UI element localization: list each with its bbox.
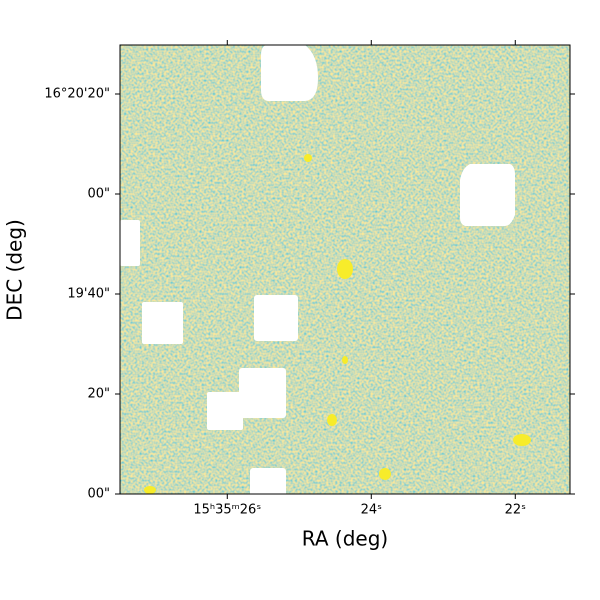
sources — [144, 154, 531, 494]
y-tick-label: 00" — [87, 187, 110, 202]
y-tick-label: 20" — [87, 387, 110, 402]
x-tick-label: 22ˢ — [505, 503, 527, 518]
x-tick-label: 24ˢ — [361, 503, 383, 518]
y-tick-label: 00" — [87, 487, 110, 502]
frame — [119, 44, 571, 495]
x-tick-label: 15ʰ35ᵐ26ˢ — [193, 503, 261, 518]
y-tick-label: 19'40" — [67, 287, 110, 302]
masks — [120, 45, 515, 494]
x-axis-label: RA (deg) — [302, 527, 388, 551]
y-tick-label: 16°20'20" — [44, 87, 110, 102]
image — [120, 45, 570, 494]
y-axis-label: DEC (deg) — [3, 219, 27, 321]
